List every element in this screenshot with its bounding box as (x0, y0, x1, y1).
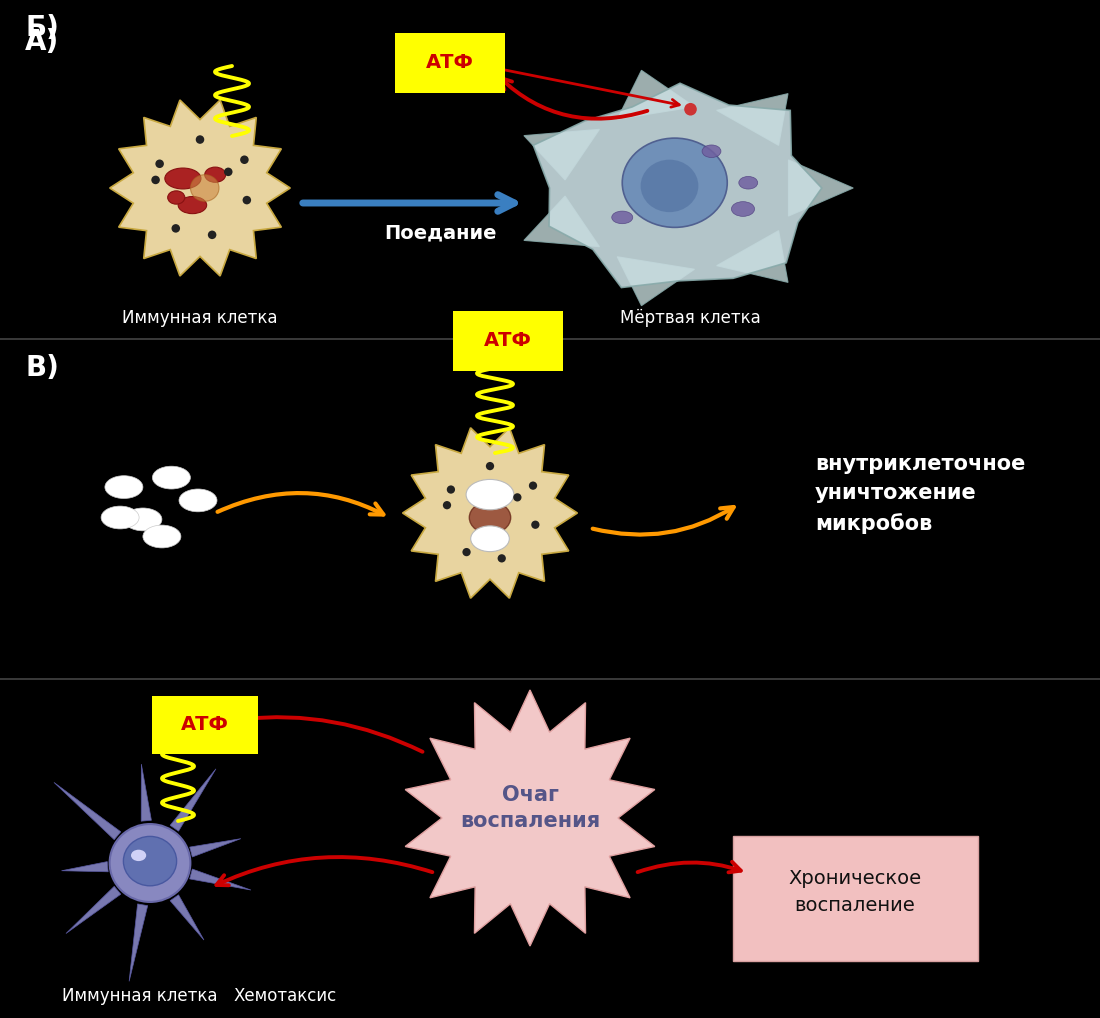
Ellipse shape (471, 526, 509, 552)
Ellipse shape (143, 525, 180, 548)
Circle shape (243, 195, 251, 205)
Ellipse shape (110, 824, 190, 902)
Polygon shape (54, 783, 121, 840)
Ellipse shape (153, 466, 190, 489)
Ellipse shape (124, 508, 162, 530)
Polygon shape (62, 861, 108, 871)
Text: Хроническое
воспаление: Хроническое воспаление (789, 869, 922, 915)
Circle shape (443, 501, 451, 509)
Polygon shape (189, 869, 251, 890)
FancyBboxPatch shape (395, 33, 505, 93)
Ellipse shape (190, 175, 219, 202)
Polygon shape (189, 839, 241, 857)
Polygon shape (129, 904, 147, 981)
Polygon shape (524, 129, 600, 180)
Circle shape (514, 493, 521, 502)
Polygon shape (403, 428, 578, 599)
Ellipse shape (470, 502, 510, 533)
Polygon shape (110, 100, 290, 276)
Circle shape (208, 230, 217, 239)
Text: Поедание: Поедание (384, 224, 496, 242)
Text: АТФ: АТФ (426, 54, 474, 72)
Ellipse shape (104, 475, 143, 499)
Polygon shape (405, 690, 654, 946)
Polygon shape (789, 160, 854, 216)
Text: Хемотаксис: Хемотаксис (233, 987, 337, 1005)
Ellipse shape (179, 489, 217, 512)
Circle shape (224, 168, 232, 176)
Ellipse shape (739, 176, 758, 189)
Text: В): В) (25, 354, 59, 382)
Circle shape (531, 520, 539, 529)
Polygon shape (717, 231, 788, 282)
Ellipse shape (702, 145, 721, 158)
Ellipse shape (612, 211, 632, 224)
Ellipse shape (131, 850, 146, 861)
Circle shape (684, 103, 696, 116)
Ellipse shape (165, 168, 201, 189)
Text: АТФ: АТФ (182, 716, 229, 735)
Polygon shape (717, 94, 788, 146)
Polygon shape (534, 83, 822, 287)
Circle shape (462, 548, 471, 556)
Ellipse shape (623, 138, 727, 227)
Text: Иммунная клетка: Иммунная клетка (63, 987, 218, 1005)
Text: Б): Б) (25, 14, 59, 42)
Polygon shape (617, 70, 694, 119)
Circle shape (497, 554, 506, 563)
Ellipse shape (167, 190, 185, 205)
Ellipse shape (101, 506, 139, 529)
Ellipse shape (732, 202, 755, 217)
Ellipse shape (640, 160, 698, 212)
Text: Мёртвая клетка: Мёртвая клетка (619, 308, 760, 327)
Ellipse shape (205, 167, 225, 182)
Text: АТФ: АТФ (484, 332, 532, 350)
Circle shape (529, 482, 537, 490)
Circle shape (155, 160, 164, 168)
Ellipse shape (466, 479, 514, 510)
Text: Очаг
воспаления: Очаг воспаления (460, 785, 601, 832)
Circle shape (447, 486, 455, 494)
Ellipse shape (123, 837, 177, 886)
Circle shape (196, 135, 205, 144)
Circle shape (486, 462, 494, 470)
Polygon shape (617, 257, 694, 305)
Polygon shape (524, 196, 600, 246)
Polygon shape (170, 769, 216, 831)
Circle shape (172, 224, 180, 233)
FancyBboxPatch shape (453, 312, 563, 371)
Text: Иммунная клетка: Иммунная клетка (122, 309, 277, 327)
Polygon shape (141, 765, 152, 822)
Polygon shape (66, 887, 121, 934)
Text: внутриклеточное
уничтожение
микробов: внутриклеточное уничтожение микробов (815, 454, 1025, 534)
Text: А): А) (25, 29, 59, 56)
Circle shape (240, 156, 249, 164)
FancyBboxPatch shape (153, 696, 257, 754)
Ellipse shape (178, 196, 207, 214)
Polygon shape (170, 895, 204, 940)
FancyBboxPatch shape (733, 836, 978, 961)
Circle shape (152, 176, 160, 184)
